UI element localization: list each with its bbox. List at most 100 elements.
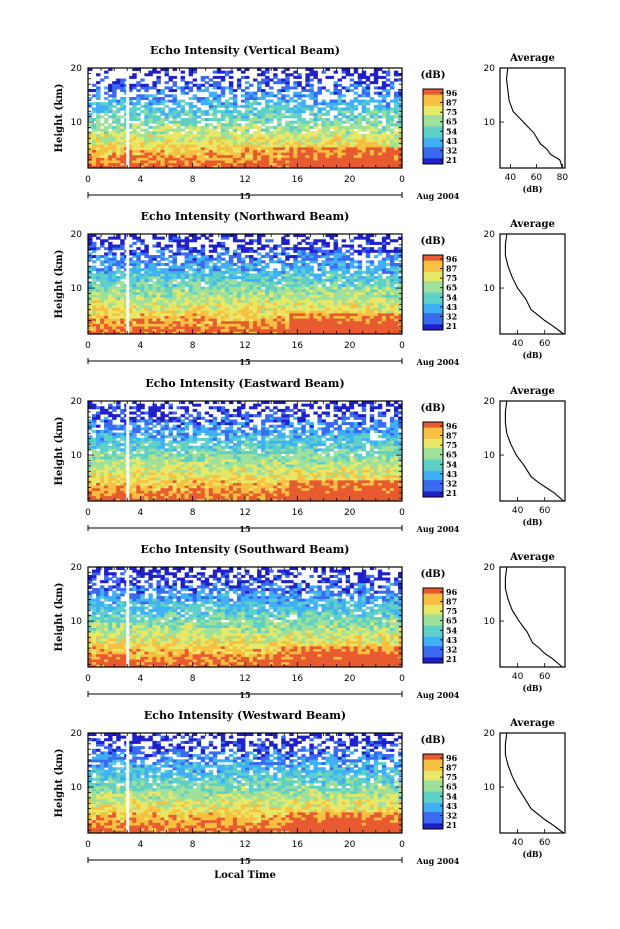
heatmap-cell: [349, 136, 355, 140]
heatmap-cell: [273, 276, 278, 280]
heatmap-cell: [104, 91, 109, 95]
heatmap-cell: [160, 141, 165, 145]
colorbar-segment: [423, 149, 443, 152]
heatmap-cell: [293, 312, 298, 316]
heatmap-cell: [196, 86, 202, 90]
heatmap-cell: [313, 96, 318, 100]
heatmap-cell: [397, 104, 403, 108]
heatmap-cell: [172, 302, 177, 306]
heatmap-cell: [232, 262, 238, 266]
heatmap-cell: [120, 310, 125, 314]
heatmap-cell: [245, 318, 250, 322]
heatmap-cell: [236, 152, 242, 156]
heatmap-cell: [389, 291, 395, 295]
heatmap-cell: [313, 286, 318, 290]
heatmap-cell: [361, 165, 367, 169]
heatmap-cell: [212, 141, 218, 145]
heatmap-cell: [365, 323, 371, 327]
heatmap-cell: [176, 294, 181, 298]
heatmap-cell: [92, 125, 97, 129]
heatmap-cell: [108, 249, 113, 253]
heatmap-cell: [245, 284, 250, 288]
heatmap-cell: [273, 68, 278, 72]
heatmap-cell: [108, 136, 113, 140]
heatmap-cell: [232, 136, 238, 140]
heatmap-cell: [152, 125, 157, 129]
heatmap-cell: [232, 146, 238, 150]
profile-line: [505, 67, 563, 169]
heatmap-cell: [220, 144, 226, 148]
heatmap-cell: [100, 268, 105, 272]
heatmap-cell: [156, 118, 161, 122]
heatmap-cell: [249, 328, 254, 332]
heatmap-cell: [172, 305, 177, 309]
heatmap-cell: [365, 284, 371, 288]
heatmap-cell: [184, 86, 190, 90]
heatmap-cell: [116, 102, 121, 106]
heatmap-cell: [216, 265, 222, 269]
heatmap-cell: [261, 91, 266, 95]
heatmap-cell: [224, 307, 230, 311]
heatmap-cell: [88, 154, 93, 158]
heatmap-cell: [337, 257, 343, 261]
heatmap-cell: [212, 307, 218, 311]
heatmap-cell: [397, 262, 403, 266]
heatmap-cell: [180, 157, 186, 161]
heatmap-cell: [228, 302, 234, 306]
heatmap-cell: [92, 294, 97, 298]
heatmap-cell: [305, 94, 310, 98]
heatmap-cell: [236, 320, 242, 324]
heatmap-cell: [144, 312, 149, 316]
heatmap-cell: [232, 144, 238, 148]
heatmap-cell: [96, 291, 101, 295]
heatmap-cell: [228, 123, 234, 127]
heatmap-cell: [377, 265, 383, 269]
heatmap-cell: [180, 144, 186, 148]
heatmap-cell: [261, 120, 266, 124]
heatmap-cell: [100, 302, 105, 306]
heatmap-cell: [152, 302, 157, 306]
heatmap-cell: [297, 125, 302, 129]
heatmap-cell: [261, 294, 266, 298]
heatmap-cell: [337, 320, 343, 324]
heatmap-cell: [232, 312, 238, 316]
heatmap-cell: [144, 110, 149, 114]
colorbar-tick-label: 43: [446, 136, 458, 146]
heatmap-cell: [188, 302, 194, 306]
heatmap-cell: [232, 328, 238, 332]
heatmap-cell: [104, 141, 109, 145]
heatmap-cell: [228, 284, 234, 288]
x-tick-label: 0: [85, 175, 91, 185]
heatmap-cell: [152, 86, 157, 90]
heatmap-cell: [285, 104, 290, 108]
heatmap-cell: [289, 160, 294, 164]
heatmap-cell: [377, 307, 383, 311]
heatmap-cell: [156, 310, 161, 314]
colorbar-segment: [423, 135, 443, 139]
heatmap-cell: [273, 273, 278, 277]
heatmap-cell: [240, 146, 246, 150]
heatmap-cell: [397, 162, 403, 166]
heatmap-cell: [168, 276, 173, 280]
heatmap-cell: [333, 144, 338, 148]
heatmap-cell: [160, 320, 165, 324]
heatmap-cell: [341, 323, 347, 327]
heatmap-cell: [281, 146, 286, 150]
day-label: 15: [239, 191, 250, 201]
heatmap-cell: [104, 265, 109, 269]
heatmap-cell: [305, 157, 310, 161]
heatmap-cell: [317, 297, 322, 301]
heatmap-cell: [257, 331, 262, 335]
heatmap-cell: [220, 262, 226, 266]
heatmap-cell: [281, 96, 286, 100]
heatmap-cell: [289, 291, 294, 295]
heatmap-cell: [337, 165, 343, 169]
heatmap-cell: [277, 307, 282, 311]
colorbar-segment: [423, 113, 443, 116]
heatmap-cell: [148, 131, 153, 135]
heatmap-cell: [297, 94, 302, 98]
heatmap-cell: [188, 265, 194, 269]
heatmap-cell: [208, 281, 214, 285]
heatmap-cell: [208, 139, 214, 143]
heatmap-cell: [220, 281, 226, 285]
